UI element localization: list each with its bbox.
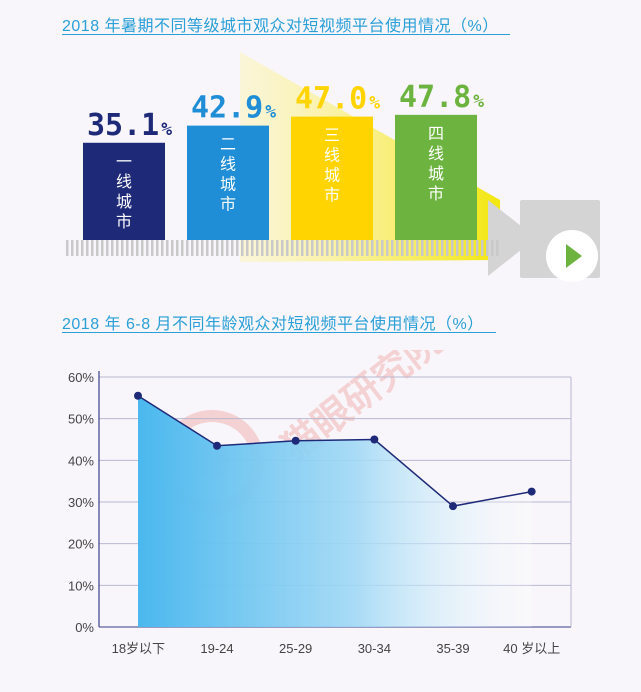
y-tick-label: 20% bbox=[68, 537, 94, 552]
age-area-chart: 猫眼研究院 0%10%20%30%40%50%60% 18岁以下 19-24 25-… bbox=[68, 350, 572, 656]
bar-chart-title-underline bbox=[62, 34, 510, 35]
data-point bbox=[213, 441, 221, 450]
bar-chart-title: 2018 年暑期不同等级城市观众对短视频平台使用情况（%） bbox=[62, 18, 499, 35]
y-tick-label: 40% bbox=[68, 453, 94, 468]
y-tick-label: 60% bbox=[68, 370, 94, 385]
bar-value-label: 35.1% bbox=[87, 108, 172, 143]
city-tier-bar-chart: 一线城市 35.1 % 二线城市 42.9 % 三线城市 47.0 % 四线城市 47.8% bbox=[66, 52, 600, 282]
bar-4 bbox=[395, 114, 477, 240]
bar-value-label: 47.8% bbox=[399, 80, 484, 115]
line-chart-title: 2018 年 6-8 月不同年龄观众对短视频平台使用情况（%） bbox=[62, 316, 484, 333]
y-tick-label: 30% bbox=[68, 495, 94, 510]
y-tick-label: 0% bbox=[75, 620, 94, 635]
x-tick-label: 30-34 bbox=[358, 641, 391, 656]
data-point bbox=[370, 435, 379, 444]
play-icon bbox=[566, 244, 582, 268]
bar-value-label: 47.0% bbox=[295, 82, 380, 117]
x-tick-label: 40 岁以上 bbox=[503, 641, 560, 656]
bar-2 bbox=[187, 125, 269, 240]
bar-base-stripes bbox=[66, 240, 499, 256]
bar-category-label: 四线城市 bbox=[428, 124, 444, 203]
bar-3 bbox=[291, 116, 373, 240]
line-chart-title-underline bbox=[62, 332, 496, 333]
video-camera-icon bbox=[488, 200, 600, 282]
bar-category-label: 一线城市 bbox=[116, 152, 132, 231]
series-line bbox=[137, 395, 532, 507]
bar-category-label: 二线城市 bbox=[220, 135, 236, 214]
data-point bbox=[291, 436, 300, 445]
x-tick-label: 19-24 bbox=[200, 641, 233, 656]
data-point bbox=[134, 391, 142, 400]
y-tick-label: 50% bbox=[68, 412, 94, 427]
bar-category-label: 三线城市 bbox=[324, 126, 340, 205]
x-tick-label: 18岁以下 bbox=[112, 641, 165, 656]
data-point bbox=[449, 502, 457, 511]
x-tick-label: 35-39 bbox=[436, 641, 469, 656]
bar-1 bbox=[83, 142, 165, 240]
y-tick-label: 10% bbox=[68, 578, 94, 593]
bar-value-label: 42.9% bbox=[191, 91, 276, 126]
data-point bbox=[527, 487, 536, 496]
area-fill bbox=[138, 395, 532, 627]
x-tick-label: 25-29 bbox=[279, 641, 312, 656]
